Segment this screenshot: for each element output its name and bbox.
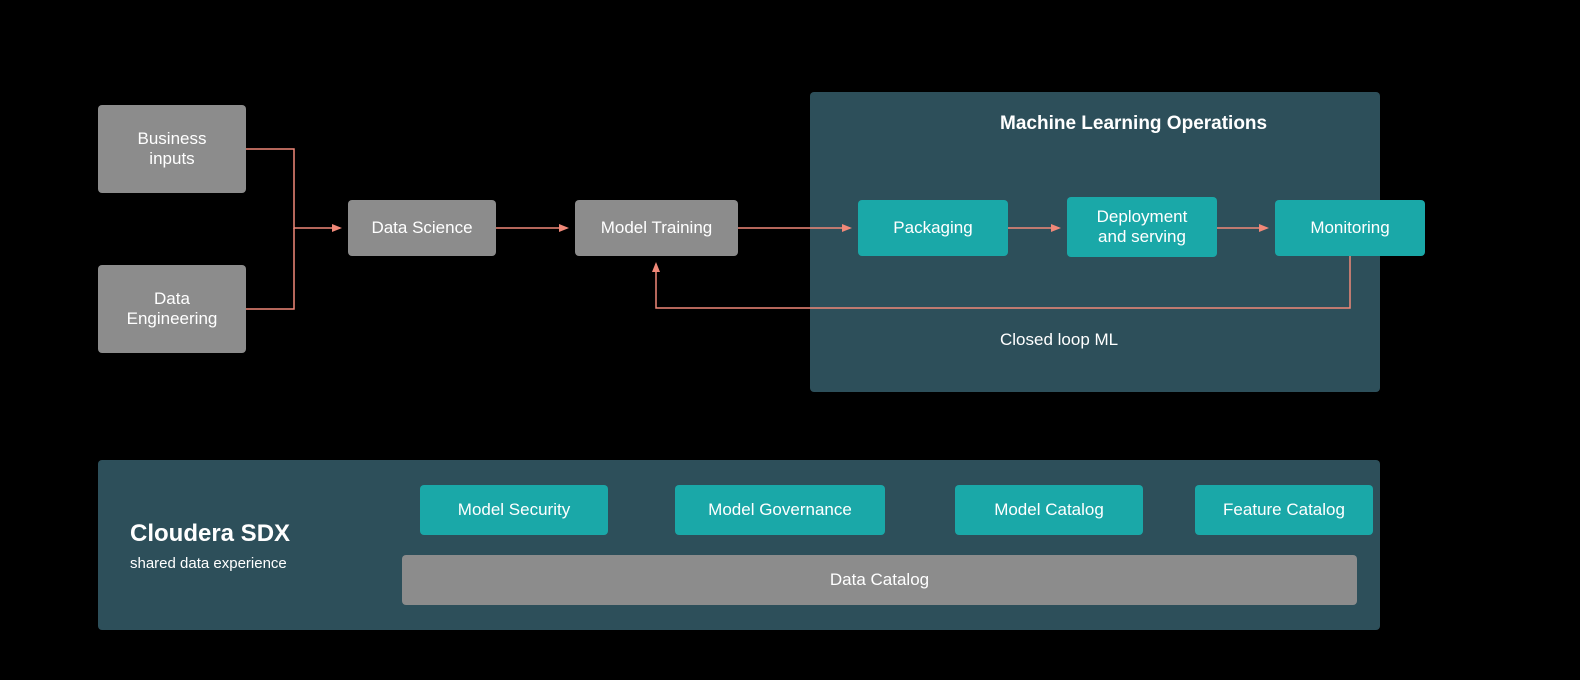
node-packaging: Packaging: [858, 200, 1008, 256]
edge-data_engineering-to-data_science: [246, 228, 294, 309]
node-label: Packaging: [893, 218, 972, 238]
sdx-subtitle: shared data experience: [130, 555, 287, 572]
mlops-title: Machine Learning Operations: [1000, 113, 1267, 135]
edge-business_inputs-to-data_science: [246, 149, 340, 228]
node-label: Model Training: [601, 218, 713, 238]
closed-loop-label: Closed loop ML: [1000, 330, 1118, 350]
node-label: Model Security: [458, 500, 570, 520]
node-model-security: Model Security: [420, 485, 608, 535]
node-label: Deploymentand serving: [1097, 207, 1188, 247]
node-model-governance: Model Governance: [675, 485, 885, 535]
node-label: Model Catalog: [994, 500, 1104, 520]
node-label: DataEngineering: [127, 289, 218, 329]
node-data-science: Data Science: [348, 200, 496, 256]
node-feature-catalog: Feature Catalog: [1195, 485, 1373, 535]
node-monitoring: Monitoring: [1275, 200, 1425, 256]
node-model-training: Model Training: [575, 200, 738, 256]
node-label: Businessinputs: [138, 129, 207, 169]
node-label: Data Catalog: [830, 570, 929, 590]
node-model-catalog: Model Catalog: [955, 485, 1143, 535]
node-business-inputs: Businessinputs: [98, 105, 246, 193]
node-label: Feature Catalog: [1223, 500, 1345, 520]
node-data-engineering: DataEngineering: [98, 265, 246, 353]
node-label: Monitoring: [1310, 218, 1389, 238]
node-label: Model Governance: [708, 500, 852, 520]
node-label: Data Science: [371, 218, 472, 238]
sdx-title: Cloudera SDX: [130, 520, 290, 548]
node-deployment: Deploymentand serving: [1067, 197, 1217, 257]
node-data-catalog: Data Catalog: [402, 555, 1357, 605]
